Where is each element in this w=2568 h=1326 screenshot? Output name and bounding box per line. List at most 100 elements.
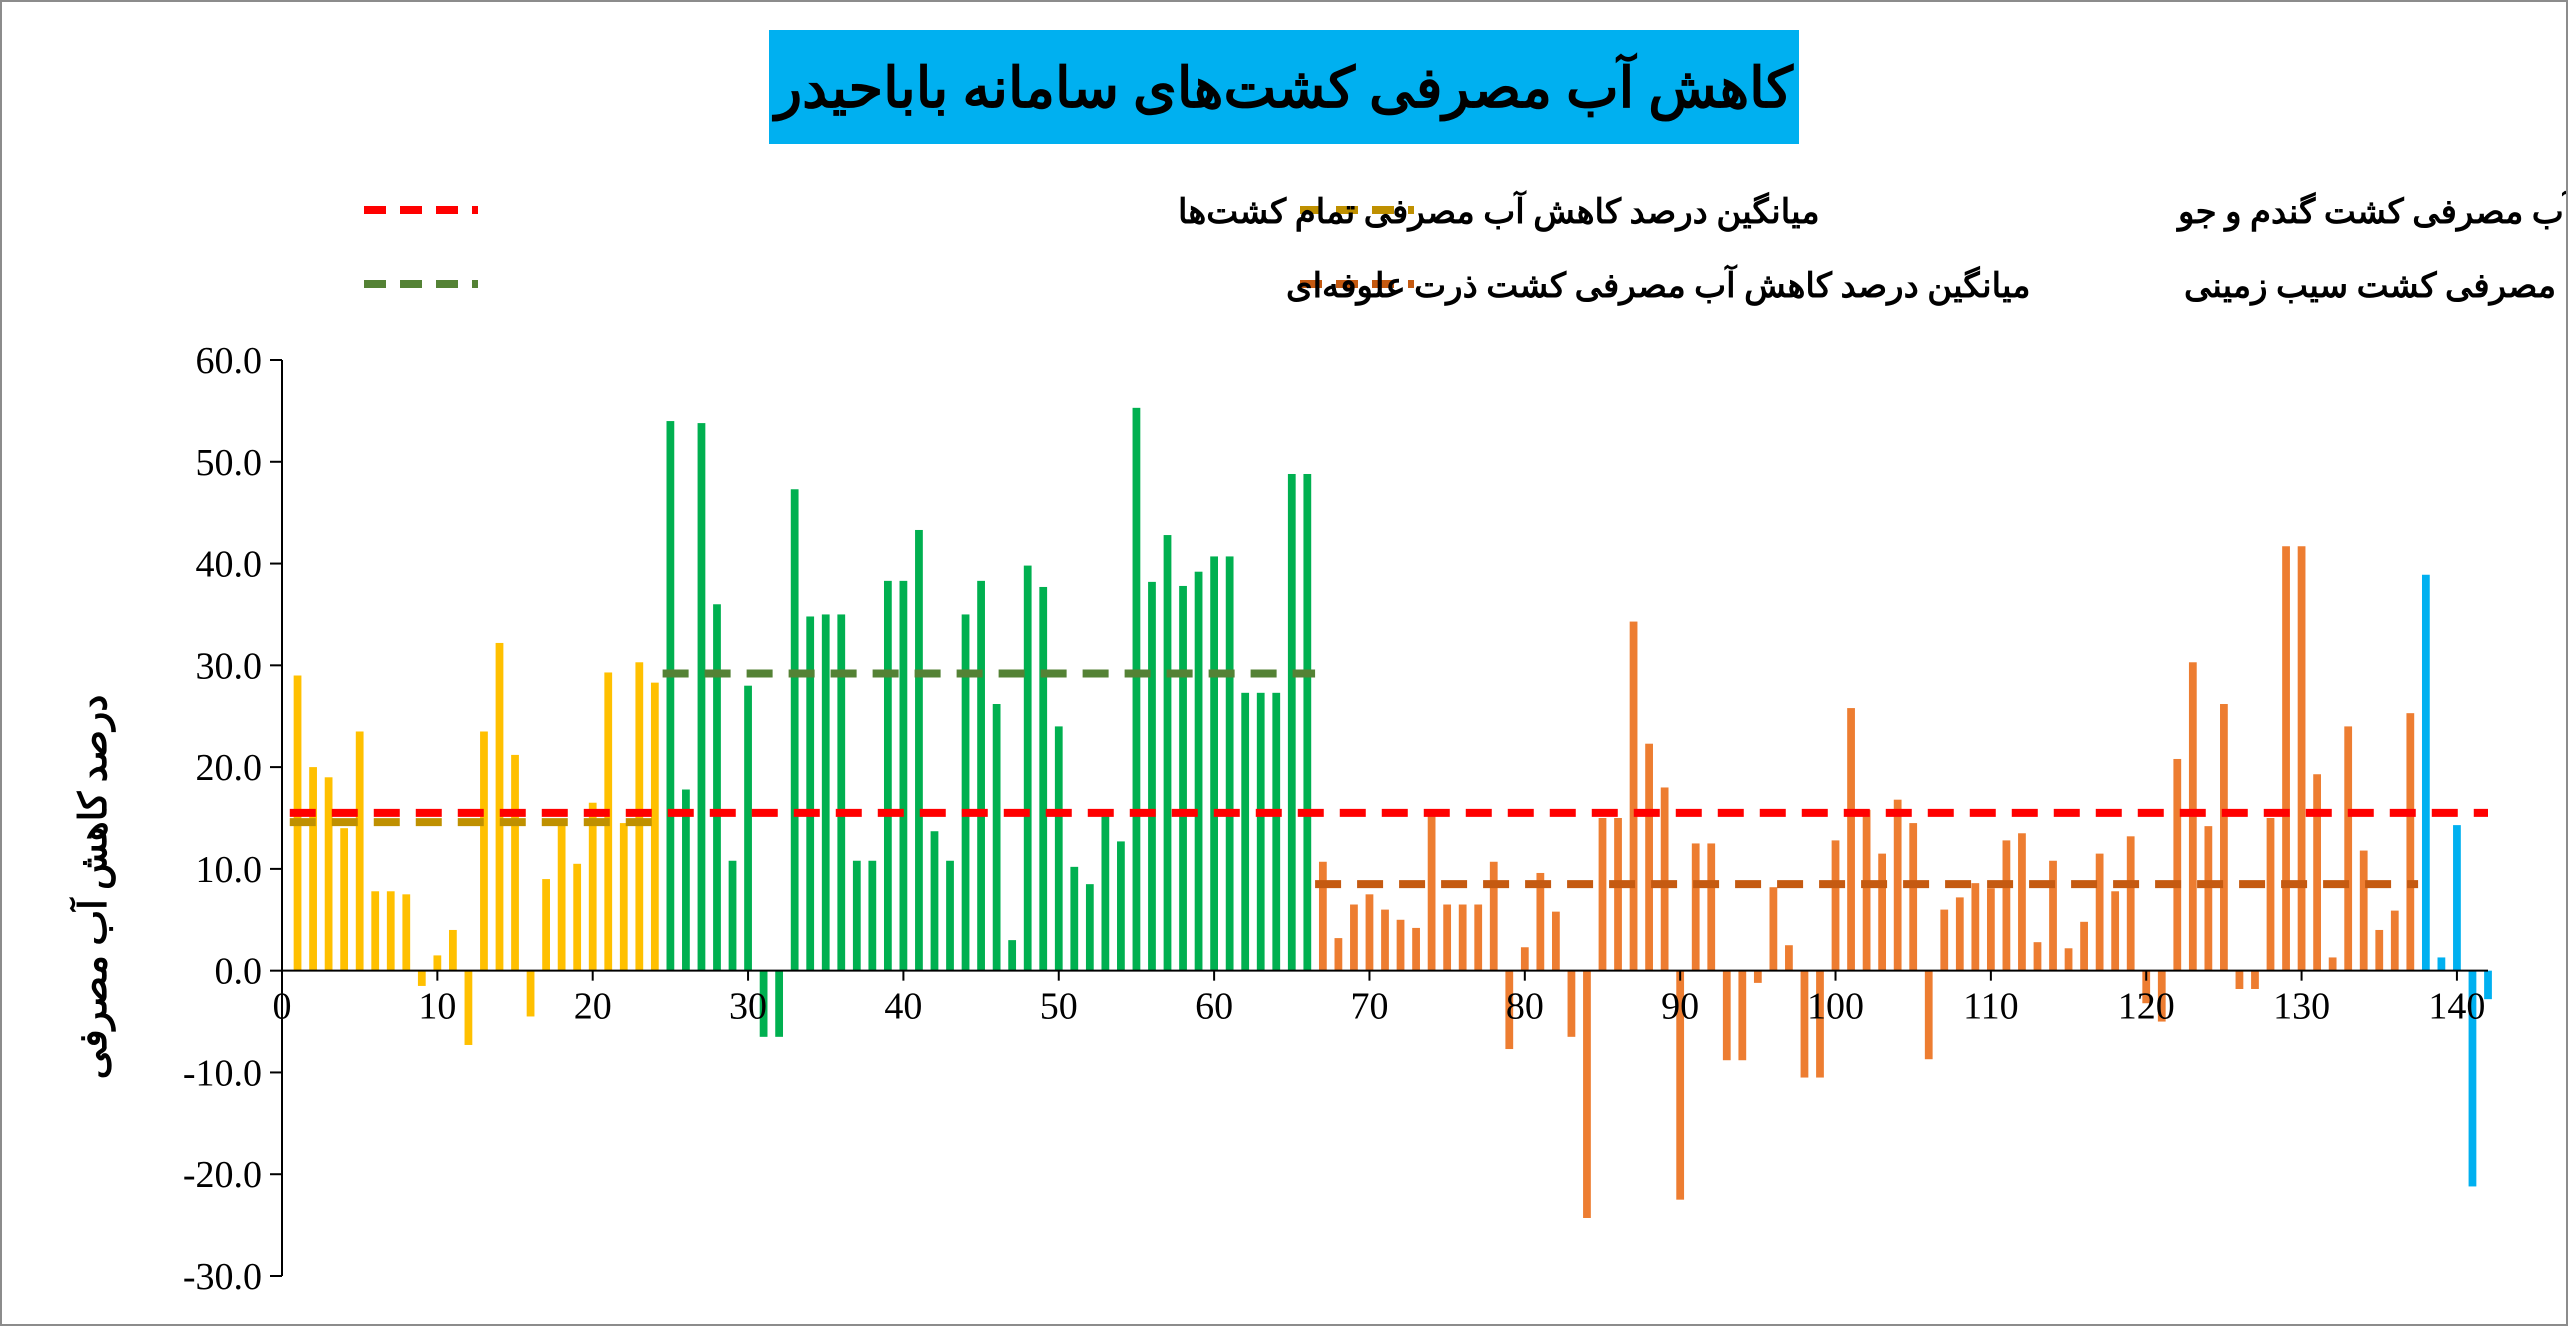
- bar: [1909, 823, 1918, 971]
- bar: [1054, 726, 1063, 971]
- x-tick-label: 10: [418, 986, 456, 1028]
- bar: [1194, 571, 1203, 971]
- bar: [2468, 970, 2477, 1187]
- bar: [1707, 843, 1716, 971]
- bar: [1287, 473, 1296, 971]
- bar: [588, 802, 597, 971]
- bar: [697, 423, 706, 971]
- bar: [511, 754, 519, 971]
- bar: [713, 604, 721, 971]
- y-tick-label: -10.0: [183, 1052, 262, 1094]
- bar: [728, 860, 737, 971]
- bar: [371, 891, 380, 971]
- bar: [1505, 970, 1514, 1050]
- bar: [433, 955, 442, 971]
- bar: [2142, 970, 2151, 1004]
- bar: [1070, 866, 1079, 971]
- bar: [2157, 970, 2166, 1022]
- bar: [1847, 708, 1855, 971]
- legend-item-all-crops: میانگین درصد کاهش آب مصرفی تمام کشت‌ها: [364, 190, 1820, 232]
- bar: [883, 580, 892, 971]
- bar: [2437, 957, 2446, 971]
- bar: [1893, 799, 1902, 971]
- bar: [1722, 970, 1731, 1061]
- bar: [1132, 407, 1141, 971]
- bar: [759, 970, 768, 1037]
- bar: [1955, 897, 1964, 971]
- bar: [2235, 970, 2244, 989]
- bar: [495, 642, 504, 971]
- bar: [775, 970, 784, 1037]
- legend-label-potato: میانگین درصد کاهش آب مصرفی کشت سیب زمینی: [2184, 264, 2566, 306]
- bar: [2375, 929, 2384, 971]
- bar: [1148, 581, 1156, 971]
- bar: [666, 421, 675, 971]
- bar: [1536, 872, 1545, 971]
- x-tick-label: 60: [1195, 986, 1233, 1028]
- bar: [1567, 970, 1576, 1037]
- y-tick-label: 50.0: [196, 442, 263, 484]
- bar: [386, 891, 395, 971]
- bar: [464, 970, 473, 1045]
- bar: [2282, 546, 2290, 971]
- bar: [1629, 621, 1638, 971]
- x-tick-label: 20: [574, 986, 612, 1028]
- bar: [899, 580, 908, 971]
- bar: [1769, 887, 1778, 971]
- bar: [2033, 942, 2042, 971]
- bar: [1986, 888, 1995, 971]
- x-tick-label: 130: [2273, 986, 2330, 1028]
- x-tick-label: 80: [1506, 986, 1544, 1028]
- bar: [806, 616, 815, 971]
- bar: [2453, 825, 2461, 971]
- bar: [1303, 473, 1312, 971]
- bar: [1179, 585, 1187, 971]
- bar: [2297, 546, 2306, 971]
- bar: [340, 828, 349, 971]
- bar: [2173, 758, 2182, 971]
- x-tick-label: 40: [884, 986, 922, 1028]
- bar: [1738, 970, 1747, 1061]
- bar: [1691, 843, 1700, 971]
- bar: [1862, 809, 1871, 971]
- x-tick-label: 30: [729, 986, 767, 1028]
- bar: [1443, 904, 1452, 971]
- bar: [1924, 970, 1933, 1060]
- bar: [1800, 970, 1809, 1078]
- bar: [309, 767, 317, 971]
- bar: [1645, 743, 1653, 971]
- bar: [1272, 692, 1281, 971]
- legend-item-forage-corn: میانگین درصد کاهش آب مصرفی کشت ذرت علوفه…: [364, 264, 2030, 306]
- bar: [619, 823, 628, 971]
- bar: [417, 970, 426, 986]
- bar: [573, 863, 582, 971]
- bar: [2220, 704, 2228, 971]
- legend: میانگین درصد کاهش آب مصرفی کشت گندم و جو…: [364, 190, 2566, 306]
- bar: [1318, 861, 1327, 971]
- x-tick-label: 0: [273, 986, 292, 1028]
- y-tick-label: 10.0: [196, 849, 263, 891]
- legend-item-wheat-barley: میانگین درصد کاهش آب مصرفی کشت گندم و جو: [1300, 190, 2566, 232]
- bar: [1785, 945, 1793, 971]
- x-tick-label: 70: [1350, 986, 1388, 1028]
- bar: [2111, 891, 2120, 971]
- y-tick-label: 20.0: [196, 747, 263, 789]
- bar: [790, 489, 799, 971]
- bar: [1334, 938, 1343, 971]
- bar: [1225, 556, 1234, 971]
- chart-title-box: [769, 30, 1799, 144]
- bar: [1256, 692, 1265, 971]
- bar: [1660, 787, 1669, 971]
- bar: [1008, 940, 1017, 971]
- bar: [992, 704, 1001, 971]
- bar: [2344, 726, 2353, 971]
- bar: [449, 929, 457, 971]
- bar: [1085, 884, 1094, 971]
- plot-area: 60.0 50.0 40.0 30.0 20.0 10.0 0.0 -10.0 -20.0 -30…: [183, 340, 2492, 1298]
- y-tick-label: -30.0: [183, 1256, 262, 1298]
- bar: [2390, 910, 2399, 971]
- bar: [542, 879, 550, 971]
- bar: [2095, 853, 2104, 971]
